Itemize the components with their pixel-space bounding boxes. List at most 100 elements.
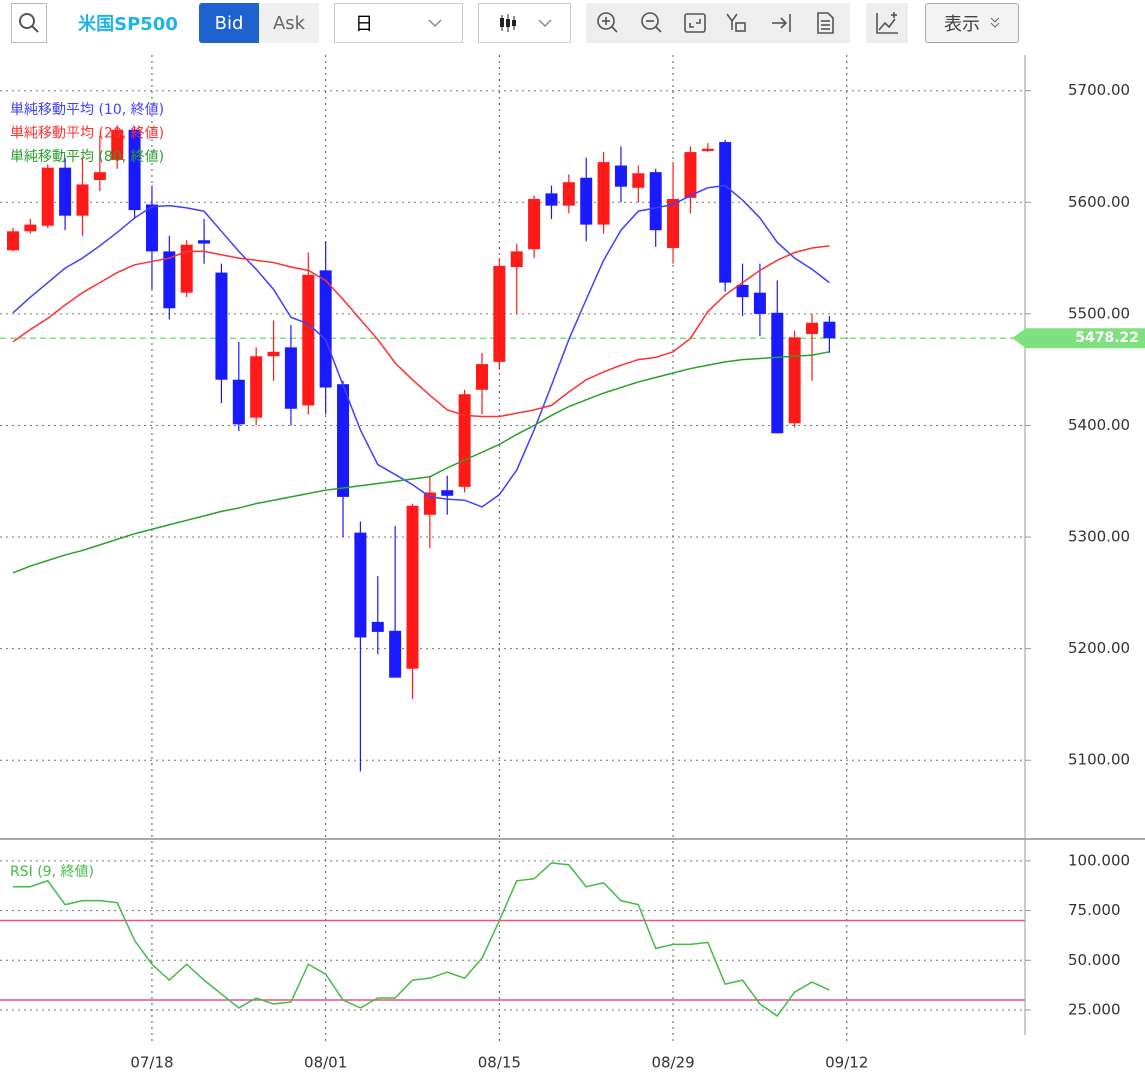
zoom-out[interactable]: [641, 12, 662, 33]
y-tick-label: 5500.00: [1068, 304, 1130, 322]
candle-body: [528, 198, 541, 250]
legend-entry: RSI (9, 終値): [10, 864, 94, 880]
candle-body: [93, 172, 106, 180]
caret: [428, 19, 442, 28]
candle-body: [111, 129, 124, 160]
candle-body: [788, 337, 801, 424]
tool-group: [586, 3, 850, 43]
candle-body: [806, 322, 819, 334]
candle-body: [667, 198, 680, 249]
y-tick-label: 5300.00: [1068, 528, 1130, 546]
chart-type-select[interactable]: [478, 3, 571, 43]
tool-icons: [597, 12, 834, 34]
fit[interactable]: [684, 13, 706, 33]
candle-body: [128, 129, 141, 211]
candle-body: [7, 231, 19, 251]
x-tick-label: 07/18: [130, 1054, 173, 1072]
candle-body: [215, 272, 228, 380]
candle-body: [24, 224, 37, 232]
x-tick-label: 08/29: [651, 1054, 694, 1072]
candle-body: [736, 284, 749, 298]
legend-entry: 単純移動平均 (80, 終値): [10, 149, 164, 165]
candle-body: [76, 184, 89, 216]
candle-body: [354, 532, 367, 638]
candle-body: [423, 492, 436, 515]
last-price-tag: [1012, 328, 1145, 349]
candle-body: [389, 630, 402, 678]
display-label: 表示: [944, 14, 980, 35]
candle-body: [198, 240, 211, 244]
period-select[interactable]: 日: [334, 3, 463, 43]
candle-body: [163, 251, 176, 309]
lock[interactable]: [726, 13, 746, 32]
y-tick-label: 5100.00: [1068, 751, 1130, 769]
candle-body: [614, 165, 627, 187]
candle-body: [458, 394, 471, 487]
y-tick-label: 50.000: [1068, 951, 1121, 969]
indicator-icon: [876, 12, 898, 34]
candle-body: [41, 167, 54, 226]
candle-body: [510, 251, 523, 268]
candle-icon: [499, 14, 516, 32]
x-tick-label: 08/15: [478, 1054, 521, 1072]
candle-body: [632, 173, 645, 188]
candle-body: [475, 364, 488, 390]
x-tick-label: 08/01: [304, 1054, 347, 1072]
caret: [537, 19, 552, 28]
period-label: 日: [355, 14, 373, 35]
candle-body: [580, 177, 593, 225]
last-price-label: 5478.22: [1075, 330, 1139, 346]
candle-body: [371, 621, 384, 632]
candle-body: [232, 379, 245, 425]
candle-body: [250, 356, 263, 418]
y-tick-label: 75.000: [1068, 901, 1121, 919]
legend-entry: 単純移動平均 (10, 終値): [10, 102, 164, 118]
y-tick-label: 5400.00: [1068, 416, 1130, 434]
candle-body: [823, 321, 836, 339]
ask-button[interactable]: Ask: [259, 3, 319, 43]
y-tick-label: 25.000: [1068, 1000, 1121, 1018]
candle-body: [545, 193, 558, 206]
candle-body: [406, 505, 419, 669]
search-icon: [19, 13, 39, 33]
candle-body: [771, 312, 784, 434]
moving-average: [12, 245, 830, 418]
indicator-line: [13, 862, 830, 1017]
y-tick-label: 5200.00: [1068, 639, 1130, 657]
document[interactable]: [817, 12, 834, 34]
candle-body: [319, 270, 332, 388]
legend-entry: 単純移動平均 (20, 終値): [10, 126, 164, 142]
candle-body: [302, 274, 315, 406]
scroll-end[interactable]: [772, 14, 791, 32]
zoom-in[interactable]: [597, 12, 618, 33]
candle-body: [59, 167, 72, 216]
display-button[interactable]: 表示: [925, 3, 1019, 43]
candle-body: [145, 204, 158, 252]
candle-body: [753, 292, 766, 314]
candle-body: [267, 351, 280, 357]
y-tick-label: 100.000: [1068, 851, 1130, 869]
candle-body: [649, 172, 662, 231]
double-caret: [990, 17, 1000, 28]
y-tick-label: 5700.00: [1068, 81, 1130, 99]
candle-body: [441, 490, 454, 496]
candle-body: [337, 384, 350, 497]
candle-body: [180, 244, 193, 293]
y-tick-label: 5600.00: [1068, 193, 1130, 211]
candle-body: [493, 265, 506, 362]
candle-body: [719, 142, 732, 283]
candle-body: [684, 152, 697, 198]
candle-body: [562, 182, 575, 206]
bid-button[interactable]: Bid: [199, 3, 259, 43]
x-tick-label: 09/12: [825, 1054, 868, 1072]
search-button[interactable]: [11, 3, 47, 43]
symbol[interactable]: 米国SP500: [78, 14, 178, 35]
moving-average: [12, 184, 830, 508]
candle-body: [597, 162, 610, 225]
candle-body: [284, 347, 297, 409]
moving-average: [12, 351, 830, 574]
indicator-button[interactable]: [866, 3, 908, 43]
candle-body: [701, 148, 714, 151]
